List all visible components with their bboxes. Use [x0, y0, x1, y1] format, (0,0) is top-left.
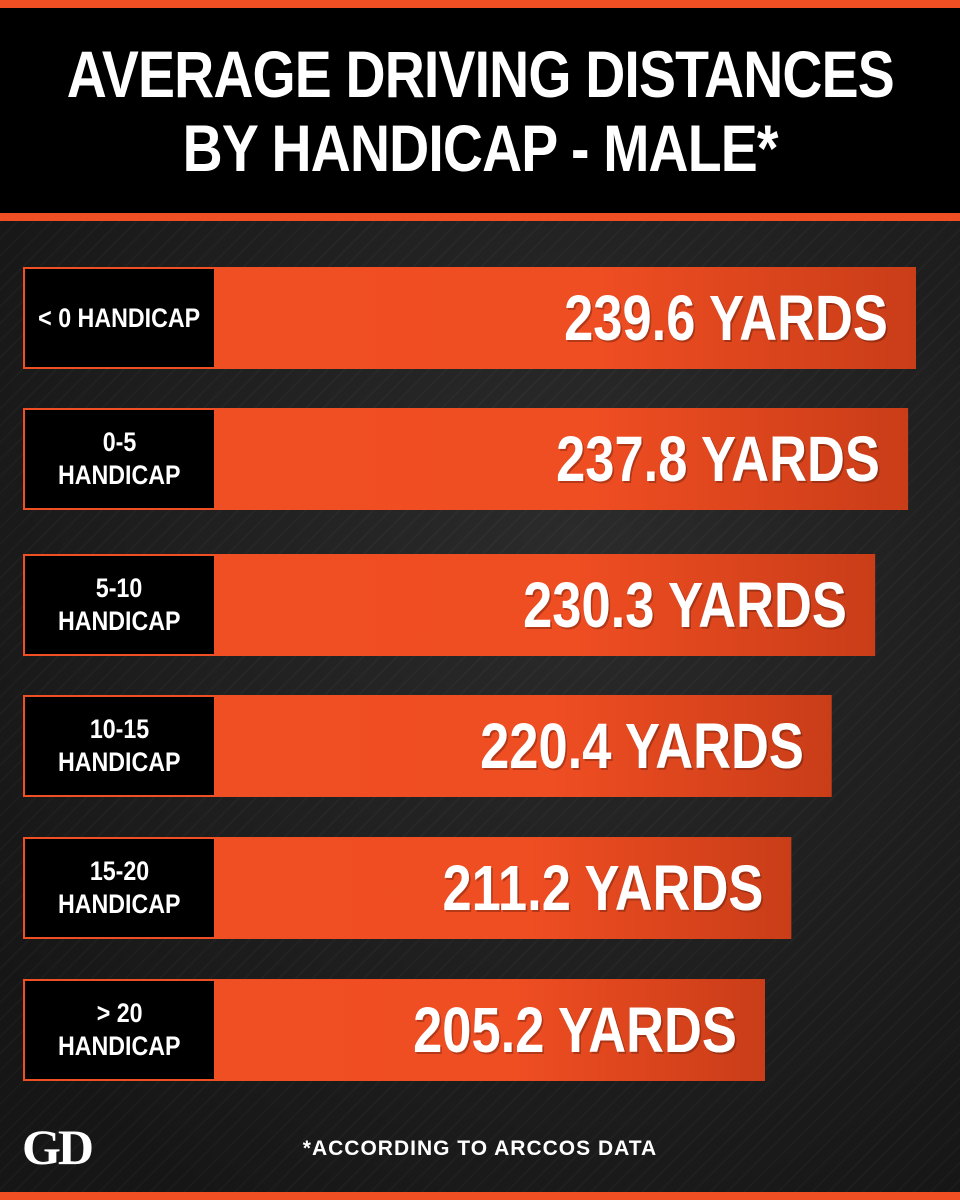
- bottom-accent-rule: [0, 1192, 960, 1200]
- category-label-line: HANDICAP: [58, 1031, 181, 1061]
- bar-4: [214, 837, 792, 939]
- category-label-line: > 20: [96, 998, 143, 1028]
- gd-logo: GD: [22, 1119, 94, 1175]
- title-line-1: AVERAGE DRIVING DISTANCES: [66, 36, 894, 111]
- category-label-line: 15-20: [89, 856, 150, 886]
- category-label-line: 5-10: [96, 573, 143, 603]
- title-line-2: BY HANDICAP - MALE*: [182, 110, 779, 185]
- category-label-line: HANDICAP: [58, 889, 181, 919]
- bar-1: [214, 408, 909, 510]
- category-label-4: 15-20 HANDICAP: [23, 837, 216, 939]
- title-banner: AVERAGE DRIVING DISTANCES BY HANDICAP - …: [0, 8, 960, 221]
- bar-5: [214, 979, 765, 1081]
- value-label-3: 220.4 YARDS: [479, 710, 804, 782]
- bar-0: [214, 267, 916, 369]
- value-label-1: 237.8 YARDS: [556, 423, 881, 495]
- top-accent-rule: [0, 0, 960, 8]
- category-label-line: 10-15: [89, 714, 150, 744]
- value-label-5: 205.2 YARDS: [413, 994, 737, 1066]
- category-label-5: > 20 HANDICAP: [23, 979, 216, 1081]
- category-label-1: 0-5 HANDICAP: [23, 408, 216, 510]
- source-footnote: *ACCORDING TO ARCCOS DATA: [302, 1137, 658, 1160]
- value-label-2: 230.3 YARDS: [523, 569, 848, 641]
- bar-2: [214, 554, 876, 656]
- category-label-line: < 0 HANDICAP: [38, 302, 201, 333]
- category-label-line: HANDICAP: [58, 460, 181, 490]
- bar-3: [214, 695, 832, 797]
- category-label-2: 5-10 HANDICAP: [23, 554, 216, 656]
- category-label-3: 10-15 HANDICAP: [23, 695, 216, 797]
- category-label-0: < 0 HANDICAP: [23, 267, 216, 369]
- category-label-line: 0-5: [102, 427, 137, 457]
- category-label-line: HANDICAP: [58, 747, 181, 777]
- category-label-line: HANDICAP: [58, 606, 181, 636]
- value-label-0: 239.6 YARDS: [564, 282, 888, 354]
- value-label-4: 211.2 YARDS: [442, 852, 764, 924]
